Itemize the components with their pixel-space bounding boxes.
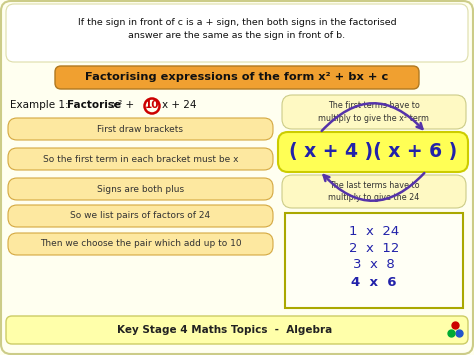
Text: So the first term in each bracket must be x: So the first term in each bracket must b… [43,154,238,164]
Text: 3  x  8: 3 x 8 [353,258,395,271]
Text: Example 1:: Example 1: [10,100,69,110]
FancyBboxPatch shape [8,178,273,200]
Text: 10: 10 [145,100,159,110]
FancyBboxPatch shape [8,233,273,255]
Text: 4  x  6: 4 x 6 [351,276,397,289]
Text: answer are the same as the sign in front of b.: answer are the same as the sign in front… [128,31,346,40]
Text: So we list pairs of factors of 24: So we list pairs of factors of 24 [71,212,210,220]
Text: Factorising expressions of the form x² + bx + c: Factorising expressions of the form x² +… [85,72,389,82]
FancyBboxPatch shape [55,66,419,89]
Text: 2  x  12: 2 x 12 [349,242,399,255]
Text: Then we choose the pair which add up to 10: Then we choose the pair which add up to … [40,240,241,248]
FancyBboxPatch shape [278,132,468,172]
Text: The first terms have to
multiply to give the x² term: The first terms have to multiply to give… [319,101,429,123]
FancyBboxPatch shape [282,95,466,129]
FancyBboxPatch shape [8,148,273,170]
FancyBboxPatch shape [8,118,273,140]
Text: Signs are both plus: Signs are both plus [97,185,184,193]
Text: x² +: x² + [112,100,137,110]
Text: First draw brackets: First draw brackets [98,125,183,133]
Text: Key Stage 4 Maths Topics  -  Algebra: Key Stage 4 Maths Topics - Algebra [118,325,333,335]
Text: If the sign in front of c is a + sign, then both signs in the factorised: If the sign in front of c is a + sign, t… [78,18,396,27]
FancyBboxPatch shape [6,4,468,62]
FancyBboxPatch shape [282,175,466,208]
FancyBboxPatch shape [6,316,468,344]
Bar [285,213,463,308]
Text: x + 24: x + 24 [162,100,197,110]
FancyBboxPatch shape [8,205,273,227]
Text: The last terms have to
multiply to give the 24: The last terms have to multiply to give … [328,181,419,202]
Text: 1  x  24: 1 x 24 [349,225,399,238]
Text: ( x + 4 )( x + 6 ): ( x + 4 )( x + 6 ) [289,142,457,162]
Text: Factorise: Factorise [67,100,121,110]
